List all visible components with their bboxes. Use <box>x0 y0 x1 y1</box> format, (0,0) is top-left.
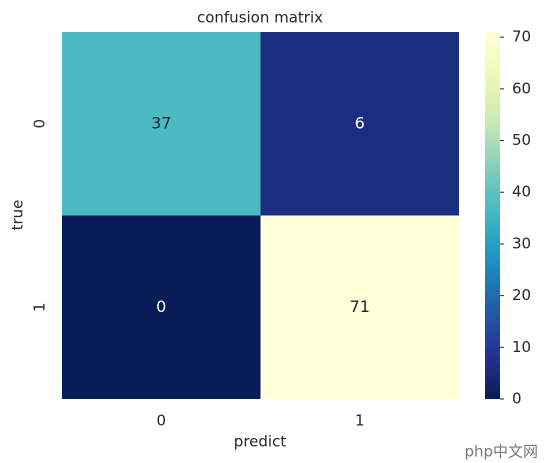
x-tick-label: 0 <box>156 412 166 430</box>
heatmap-cell <box>260 215 459 399</box>
heatmap-cell <box>62 215 261 399</box>
colorbar <box>485 32 500 399</box>
chart-title: confusion matrix <box>197 9 323 27</box>
colorbar-tick-label: 40 <box>512 183 531 201</box>
cell-label: 37 <box>151 113 171 132</box>
colorbar-tick-label: 50 <box>512 131 531 149</box>
x-tick-label: 1 <box>355 412 365 430</box>
cell-label: 6 <box>355 113 365 132</box>
y-tick-label: 1 <box>31 302 49 312</box>
colorbar-tick-label: 10 <box>512 338 531 356</box>
colorbar-tick-label: 70 <box>512 28 531 46</box>
watermark: php中文网 <box>464 443 538 461</box>
y-tick-label: 0 <box>31 119 49 129</box>
colorbar-tick-label: 20 <box>512 286 531 304</box>
colorbar-tick-label: 60 <box>512 79 531 97</box>
y-axis-label: true <box>9 200 27 231</box>
cell-label: 71 <box>350 297 370 316</box>
colorbar-tick-label: 30 <box>512 234 531 252</box>
heatmap-cell <box>260 32 459 216</box>
colorbar-tick-label: 0 <box>512 390 522 408</box>
x-axis-label: predict <box>234 433 287 451</box>
heatmap-cell <box>62 32 261 216</box>
cell-label: 0 <box>156 297 166 316</box>
